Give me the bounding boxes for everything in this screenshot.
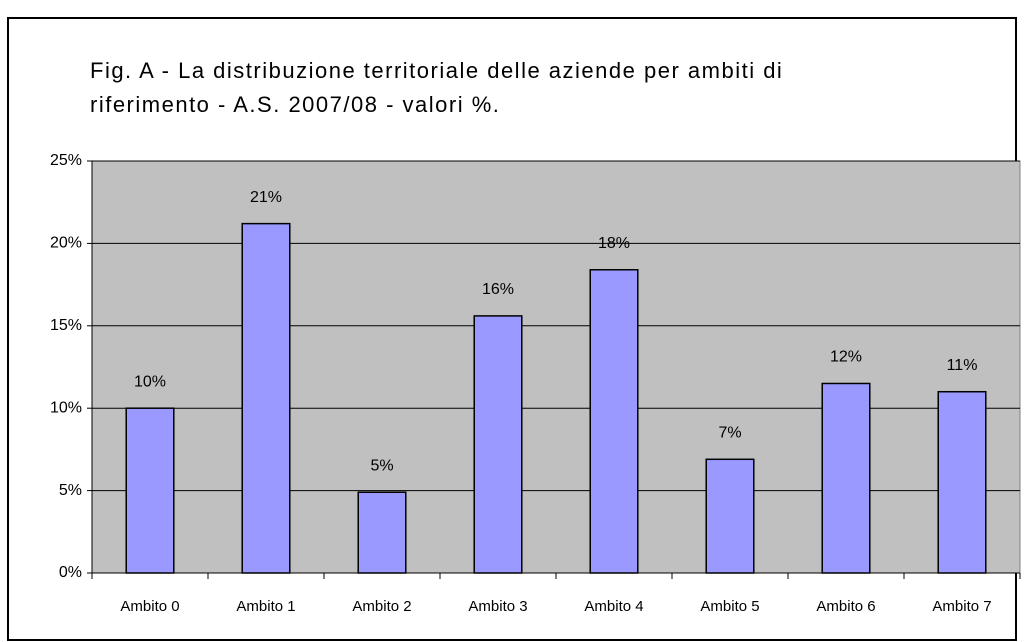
- value-label: 5%: [370, 457, 393, 474]
- bar: [705, 458, 755, 574]
- x-tick-label: Ambito 2: [352, 598, 411, 615]
- chart-title: riferimento - A.S. 2007/08 - valori %.: [90, 92, 500, 117]
- value-label: 16%: [482, 281, 514, 298]
- y-tick-label: 5%: [59, 482, 82, 499]
- bar: [473, 315, 523, 574]
- x-tick-label: Ambito 6: [816, 598, 875, 615]
- value-label: 11%: [947, 357, 978, 374]
- y-tick-label: 25%: [50, 152, 82, 169]
- bar: [821, 382, 871, 574]
- x-tick-label: Ambito 7: [932, 598, 991, 615]
- value-label: 7%: [718, 425, 741, 442]
- value-label: 18%: [598, 235, 630, 252]
- x-tick-label: Ambito 4: [584, 598, 643, 615]
- value-label: 10%: [134, 373, 166, 390]
- y-tick-label: 20%: [50, 235, 82, 252]
- bar: [937, 390, 987, 574]
- y-tick-label: 15%: [50, 317, 82, 334]
- x-tick-label: Ambito 0: [120, 598, 179, 615]
- value-label: 21%: [250, 189, 282, 206]
- bar: [125, 407, 175, 574]
- chart-title: Fig. A - La distribuzione territoriale d…: [90, 58, 783, 83]
- bar: [241, 222, 291, 574]
- bar: [357, 491, 407, 574]
- plot-area: [91, 160, 1021, 574]
- x-tick-label: Ambito 1: [236, 598, 295, 615]
- bar: [589, 269, 639, 574]
- x-tick-label: Ambito 5: [700, 598, 759, 615]
- value-label: 12%: [830, 349, 862, 366]
- y-tick-label: 0%: [59, 564, 82, 581]
- y-tick-label: 10%: [50, 399, 82, 416]
- x-tick-label: Ambito 3: [468, 598, 527, 615]
